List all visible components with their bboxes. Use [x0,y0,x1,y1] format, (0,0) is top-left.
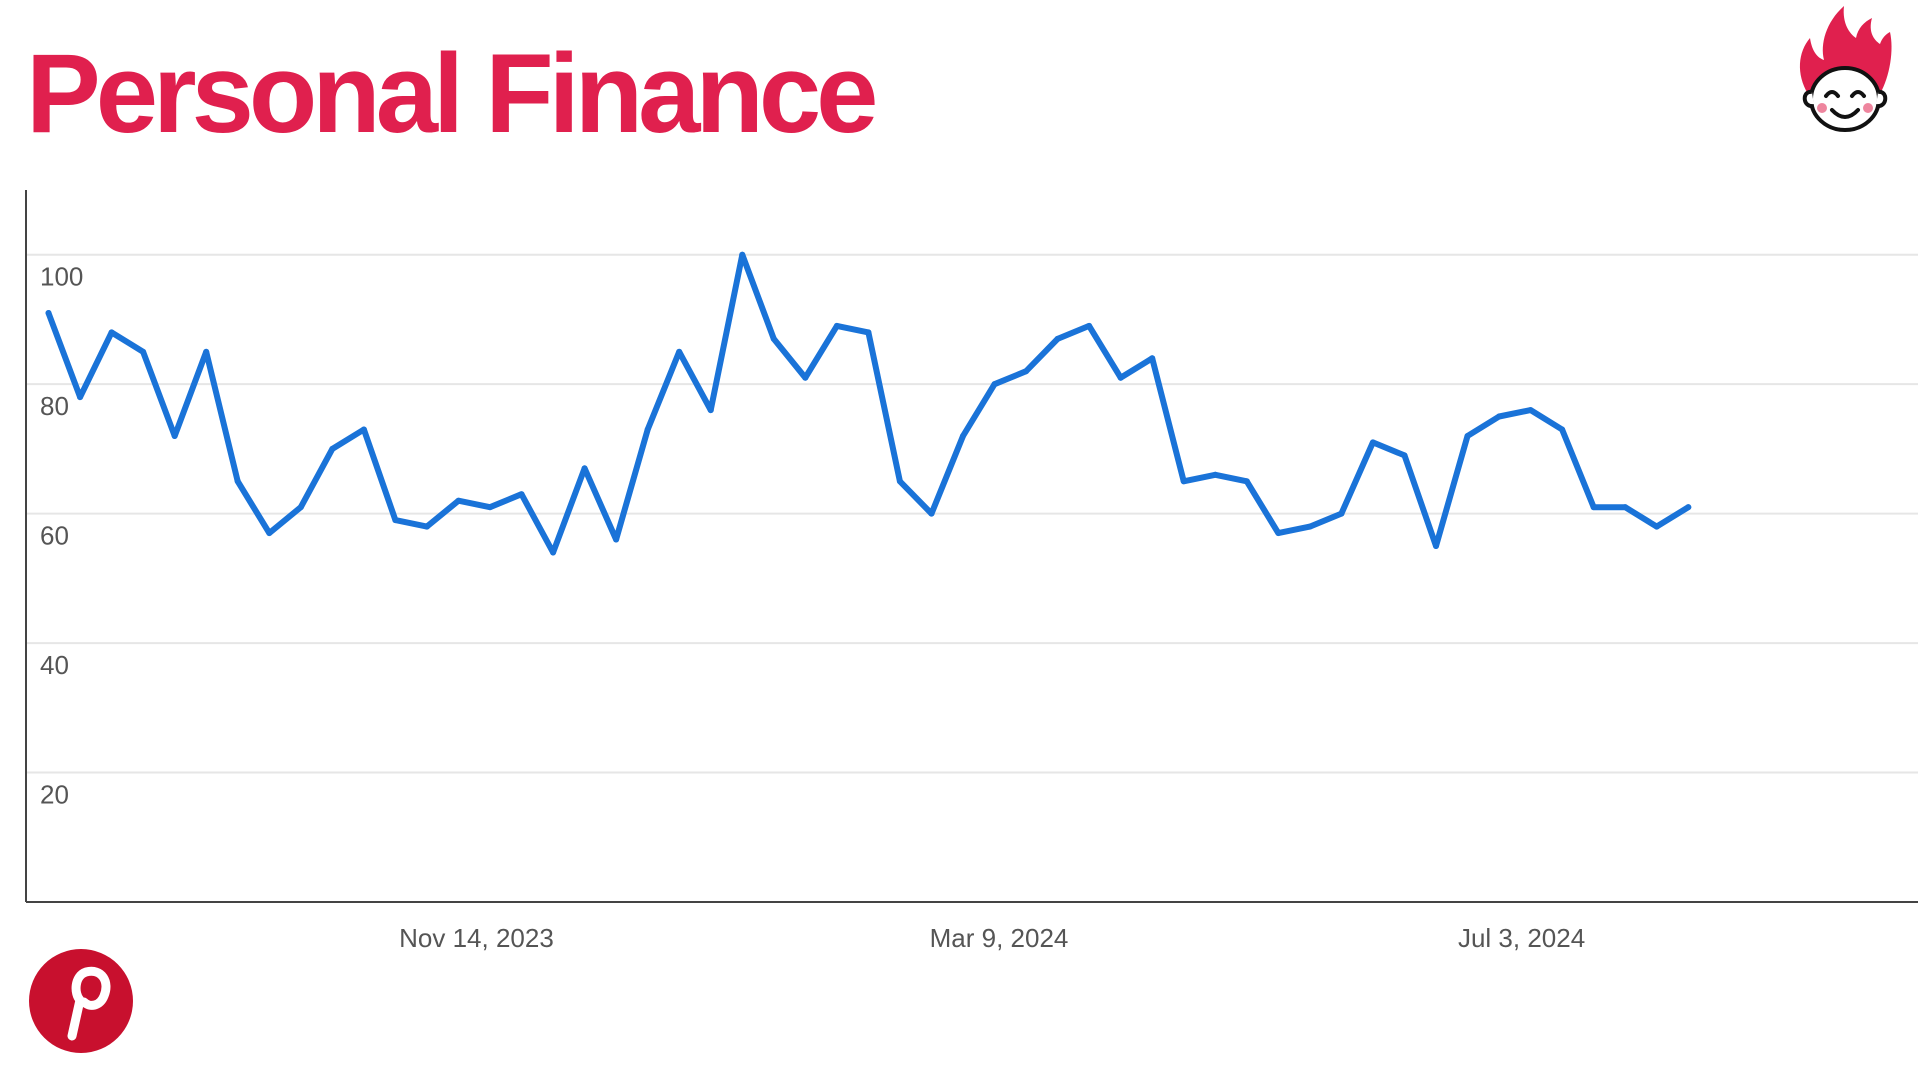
x-tick-label: Jul 3, 2024 [1458,923,1585,953]
data-point [1432,543,1439,549]
data-point [77,394,84,401]
data-point [518,491,525,498]
data-point [959,432,966,439]
data-point [550,549,557,556]
data-point [1149,355,1156,362]
gridlines [26,253,1918,774]
data-point [1243,478,1250,485]
left-eye [1824,90,1840,98]
left-cheek [1817,103,1827,113]
data-point [486,504,493,511]
data-point [329,445,336,452]
data-point [360,426,367,433]
x-tick-label: Mar 9, 2024 [930,923,1069,953]
data-point [1306,523,1313,530]
data-point [1086,322,1093,329]
y-tick-label: 80 [40,391,69,421]
right-eye [1850,90,1866,98]
data-point [644,426,651,433]
y-tick-label: 20 [40,780,69,810]
data-point [108,329,115,336]
data-point [171,432,178,439]
data-point [1653,523,1660,530]
data-point [581,465,588,472]
data-point [297,504,304,511]
data-point [1338,510,1345,517]
data-point [1117,374,1124,381]
data-point [896,478,903,485]
data-point [1212,471,1219,478]
x-tick-label: Nov 14, 2023 [399,923,554,953]
data-point [1464,432,1471,439]
data-point [455,497,462,504]
x-tick-labels: Nov 14, 2023 Mar 9, 2024 Jul 3, 2024 [399,923,1585,953]
left-ear [1802,89,1815,109]
flame-shape [1799,6,1892,94]
right-ear [1875,89,1888,109]
smiling-face-icon [1802,66,1888,132]
data-point [234,478,241,485]
data-point [613,536,620,543]
data-point [423,523,430,530]
y-tick-label: 40 [40,650,69,680]
data-point [266,530,273,537]
mouth [1830,108,1860,119]
line-chart: 20 40 60 80 100 Nov 14, 2023 Mar 9, 2024 Jul 3… [25,190,1918,953]
data-point [865,329,872,336]
data-point [802,374,809,381]
data-point [1369,439,1376,446]
y-tick-label: 100 [40,262,83,292]
data-point [707,407,714,414]
data-points [45,251,1692,556]
pinterest-p-glyph [67,966,111,1041]
data-point [203,348,210,355]
data-point [1527,407,1534,414]
data-point [1685,504,1692,511]
data-point [1401,452,1408,459]
data-point [1023,368,1030,375]
pinterest-logo-icon[interactable] [28,948,134,1054]
data-point [1559,426,1566,433]
data-point [1275,530,1282,537]
data-point [833,322,840,329]
chart-title: Personal Finance [26,31,878,156]
data-point [1622,504,1629,511]
series-line [45,251,1692,556]
data-point [140,348,147,355]
data-point [1180,478,1187,485]
y-tick-labels: 20 40 60 80 100 [40,262,83,810]
data-point [1496,413,1503,420]
flame-hair-icon [1799,6,1892,94]
data-point [676,348,683,355]
flame-hair-face-logo [1799,6,1892,132]
data-point [928,510,935,517]
data-point [392,517,399,524]
data-point [45,309,52,316]
data-point [1590,504,1597,511]
y-tick-label: 60 [40,521,69,551]
data-point [1054,335,1061,342]
data-point [770,335,777,342]
data-point [991,381,998,388]
right-cheek [1863,103,1873,113]
data-point [739,251,746,258]
